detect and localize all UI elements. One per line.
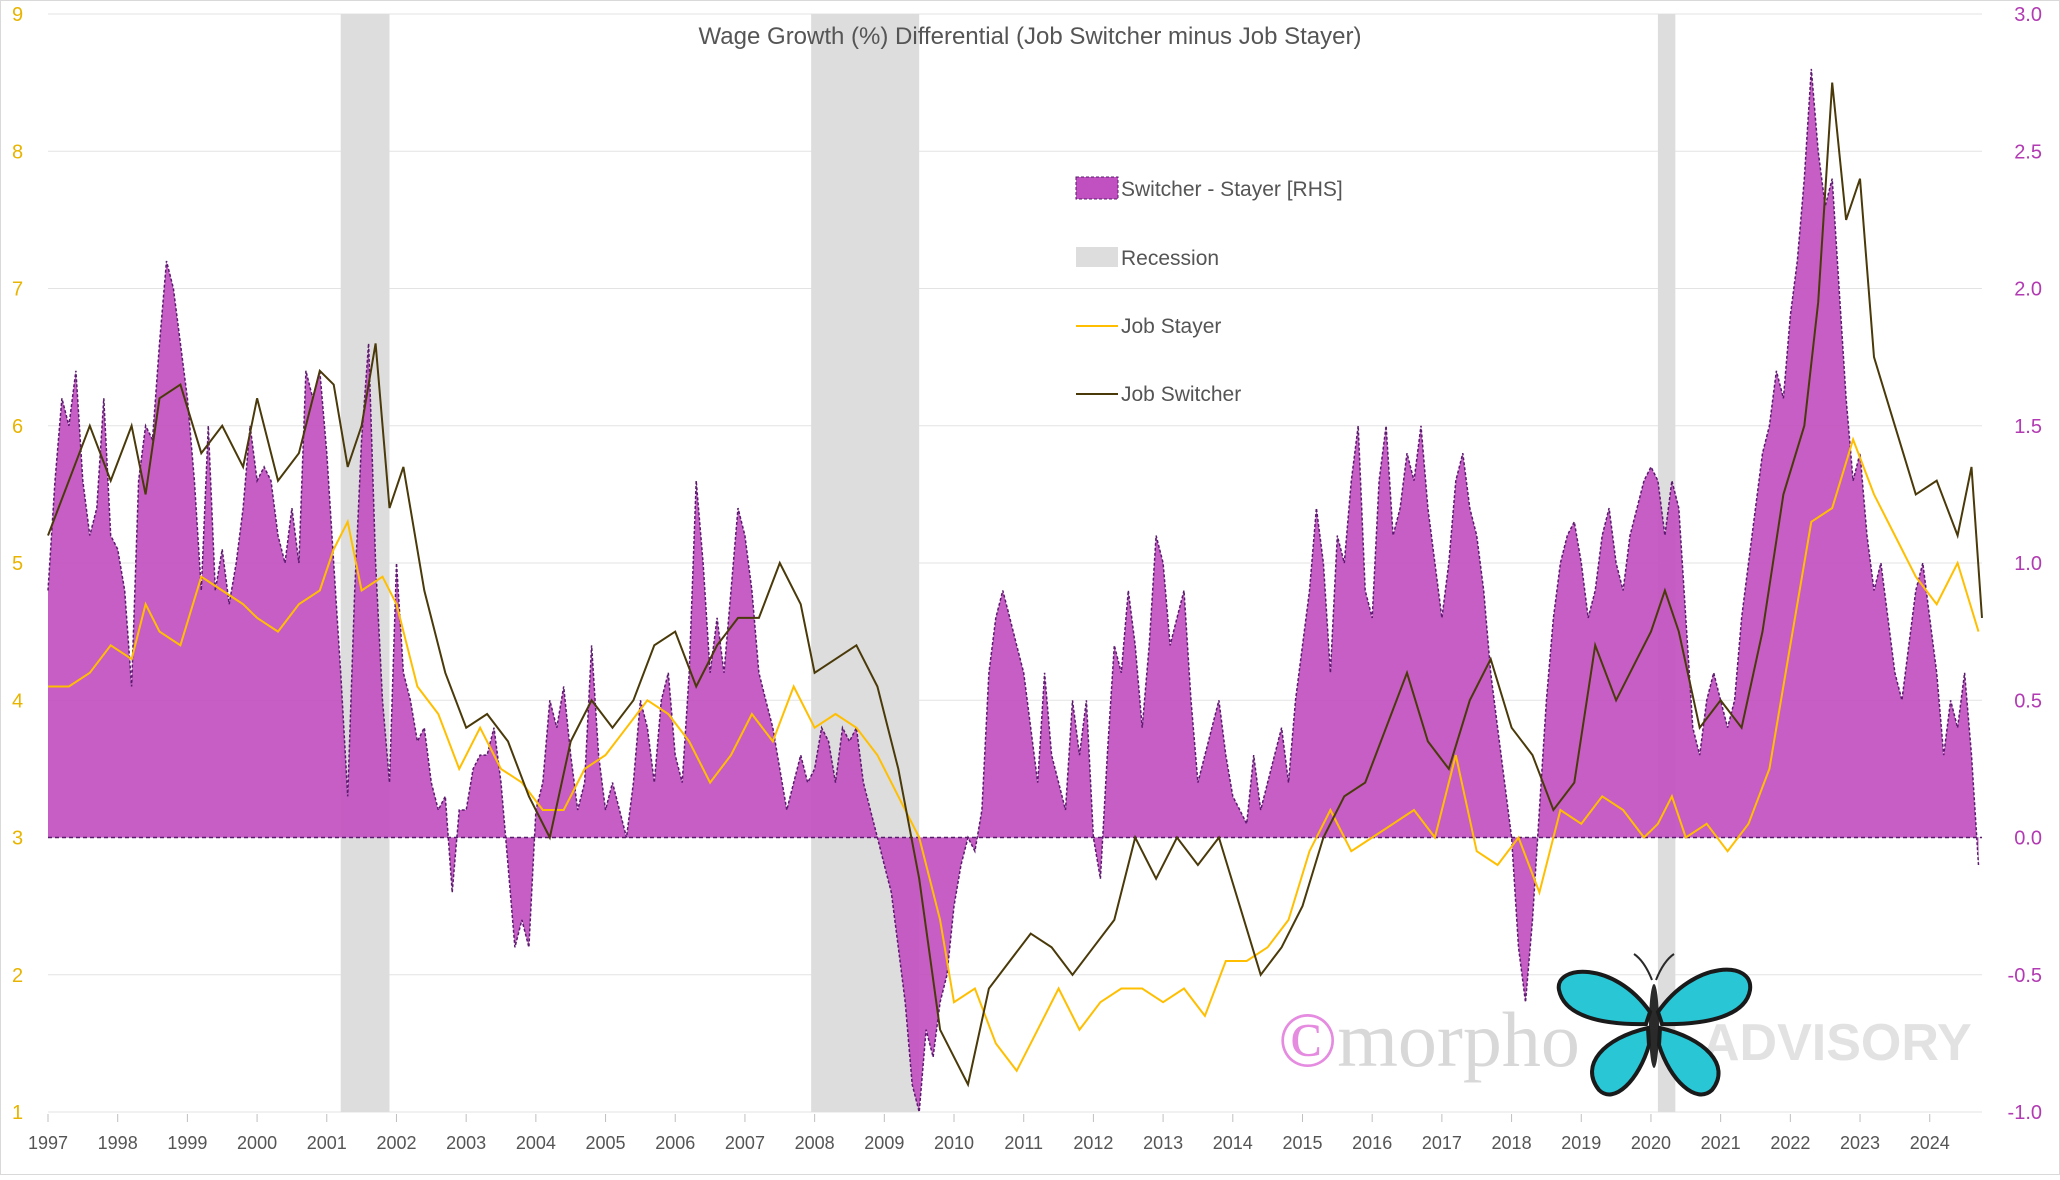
x-tick-label: 2006 (655, 1133, 695, 1153)
x-tick-label: 2005 (586, 1133, 626, 1153)
legend: Switcher - Stayer [RHS] Recession Job St… (1075, 176, 1343, 406)
x-tick-label: 2010 (934, 1133, 974, 1153)
watermark: ©morpho ADVISORY (1278, 953, 1972, 1097)
x-tick-label: 1998 (98, 1133, 138, 1153)
legend-label-recession: Recession (1121, 247, 1219, 270)
y-right-tick-label: 0.5 (2014, 690, 2042, 712)
watermark-advisory: ADVISORY (1702, 1014, 1972, 1072)
x-tick-label: 1997 (28, 1133, 68, 1153)
x-tick-label: 2002 (376, 1133, 416, 1153)
y-right-tick-label: 2.5 (2014, 141, 2042, 163)
x-tick-label: 2009 (864, 1133, 904, 1153)
y-left-tick-label: 2 (12, 965, 23, 987)
x-tick-label: 2020 (1631, 1133, 1671, 1153)
legend-label-job-stayer: Job Stayer (1121, 315, 1221, 338)
axis-ticks: 1 2 3 4 5 6 7 8 9 -1.0 -0.5 0.0 0.5 1.0 1.5 2.0 2.5 3.0 19… (12, 4, 2042, 1153)
series-line-job-stayer (48, 436, 1980, 1073)
x-tick-label: 2001 (307, 1133, 347, 1153)
x-tick-label: 2017 (1422, 1133, 1462, 1153)
y-right-tick-label: -0.5 (2008, 965, 2042, 987)
x-tick-label: 2000 (237, 1133, 277, 1153)
x-tick-label: 2021 (1701, 1133, 1741, 1153)
y-right-tick-label: -1.0 (2008, 1102, 2042, 1124)
x-tick-label: 2018 (1492, 1133, 1532, 1153)
x-tick-label: 2022 (1770, 1133, 1810, 1153)
wage-lines (47, 82, 1983, 1088)
legend-label-job-switcher: Job Switcher (1121, 383, 1241, 406)
y-right-tick-label: 1.5 (2014, 416, 2042, 438)
x-tick-label: 2016 (1352, 1133, 1392, 1153)
x-tick-label: 1999 (167, 1133, 207, 1153)
y-right-tick-label: 2.0 (2014, 279, 2042, 301)
y-left-tick-label: 8 (12, 141, 23, 163)
differential-area-fill (48, 68, 1979, 1112)
x-tick-label: 2012 (1073, 1133, 1113, 1153)
x-tick-label: 2023 (1840, 1133, 1880, 1153)
y-right-tick-label: 1.0 (2014, 553, 2042, 575)
series-line-job-switcher (47, 82, 1983, 1088)
x-tick-label: 2003 (446, 1133, 486, 1153)
x-tick-label: 2024 (1910, 1133, 1950, 1153)
butterfly-icon (1556, 953, 1753, 1097)
chart-title: Wage Growth (%) Differential (Job Switch… (699, 23, 1362, 50)
x-tick-label: 2007 (725, 1133, 765, 1153)
y-right-tick-label: 3.0 (2014, 4, 2042, 26)
x-tick-label: 2011 (1004, 1133, 1043, 1153)
y-right-tick-label: 0.0 (2014, 828, 2042, 850)
x-tick-label: 2019 (1561, 1133, 1601, 1153)
x-tick-label: 2015 (1282, 1133, 1322, 1153)
x-tick-label: 2008 (795, 1133, 835, 1153)
y-left-tick-label: 6 (12, 416, 23, 438)
legend-label-differential: Switcher - Stayer [RHS] (1121, 178, 1343, 201)
y-left-tick-label: 3 (12, 828, 23, 850)
x-tick-label: 2014 (1213, 1133, 1253, 1153)
y-left-tick-label: 1 (12, 1102, 23, 1124)
y-left-tick-label: 7 (12, 279, 23, 301)
x-tick-label: 2013 (1143, 1133, 1183, 1153)
y-left-tick-label: 4 (12, 690, 23, 712)
legend-swatch-recession (1076, 247, 1118, 267)
legend-swatch-differential (1075, 176, 1119, 200)
y-left-tick-label: 5 (12, 553, 23, 575)
watermark-copyright: ©morpho (1278, 996, 1580, 1083)
x-tick-label: 2004 (516, 1133, 556, 1153)
y-left-tick-label: 9 (12, 4, 23, 26)
